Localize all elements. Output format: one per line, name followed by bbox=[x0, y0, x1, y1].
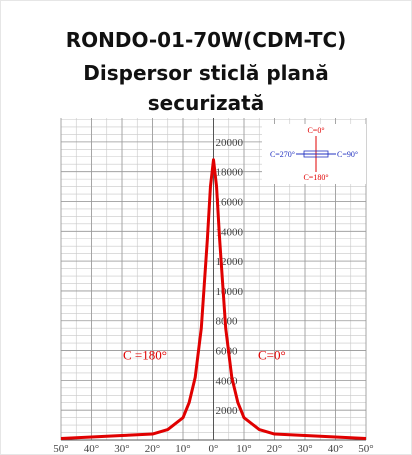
y-tick-label: 14000 bbox=[216, 226, 244, 238]
y-tick-label: 10000 bbox=[216, 286, 244, 298]
legend-label: C=0° bbox=[307, 126, 324, 135]
y-tick-label: 2000 bbox=[216, 405, 239, 417]
annotation: C =180° bbox=[123, 348, 167, 363]
x-tick-label: 40° bbox=[84, 443, 99, 455]
x-tick-label: 40° bbox=[328, 443, 343, 455]
x-tick-label: 30° bbox=[114, 443, 129, 455]
x-tick-label: 10° bbox=[175, 443, 190, 455]
x-tick-label: 30° bbox=[297, 443, 312, 455]
x-tick-label: 50° bbox=[358, 443, 373, 455]
curve bbox=[60, 158, 367, 441]
subtitle: securizată bbox=[148, 91, 264, 115]
x-tick-label: 20° bbox=[145, 443, 160, 455]
y-tick-label: 16000 bbox=[216, 196, 244, 208]
legend-label: C=180° bbox=[303, 173, 328, 182]
x-tick-label: 0° bbox=[209, 443, 219, 455]
y-tick-label: 18000 bbox=[216, 167, 244, 179]
y-tick-label: 6000 bbox=[216, 346, 239, 358]
subtitle: Dispersor sticlă plană bbox=[83, 61, 328, 85]
legend-label: C=90° bbox=[337, 150, 358, 159]
legend-label: C=270° bbox=[270, 150, 295, 159]
y-tick-label: 20000 bbox=[216, 137, 244, 149]
annotation: C=0° bbox=[258, 348, 286, 363]
x-tick-label: 20° bbox=[267, 443, 282, 455]
x-tick-label: 50° bbox=[53, 443, 68, 455]
chart-title: RONDO-01-70W(CDM-TC) bbox=[66, 28, 347, 52]
x-tick-label: 10° bbox=[236, 443, 251, 455]
legend-lamp bbox=[303, 150, 329, 158]
